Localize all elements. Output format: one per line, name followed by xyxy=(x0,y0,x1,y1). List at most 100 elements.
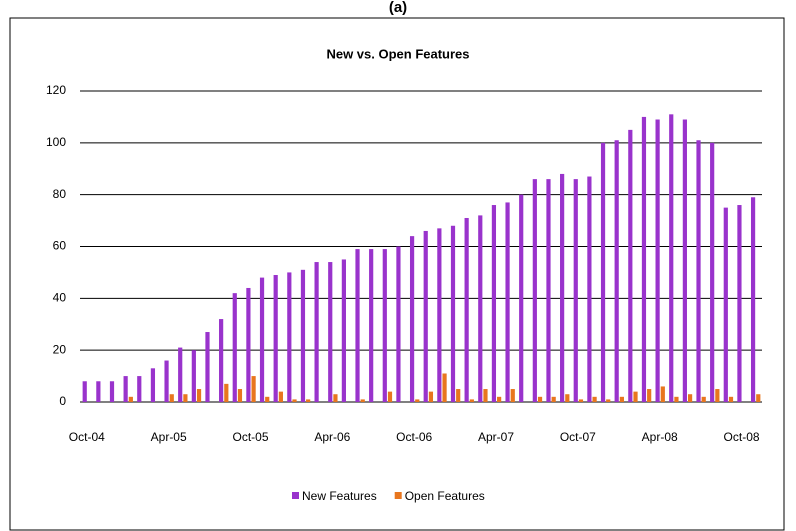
bar xyxy=(497,396,502,402)
bar xyxy=(341,259,346,402)
bar xyxy=(328,262,333,402)
bar xyxy=(150,368,156,402)
legend-swatch xyxy=(292,492,299,499)
bar xyxy=(669,114,674,402)
bar xyxy=(660,386,665,402)
bar xyxy=(641,116,647,403)
x-tick-label: Oct-06 xyxy=(396,430,432,444)
x-tick-label: Oct-08 xyxy=(724,430,760,444)
bar xyxy=(633,391,638,402)
bar xyxy=(546,179,551,402)
legend-label: New Features xyxy=(302,489,377,503)
bar xyxy=(387,391,393,402)
bar xyxy=(750,197,756,402)
bar xyxy=(333,394,338,402)
bar xyxy=(756,394,761,402)
bar xyxy=(205,332,210,402)
bar xyxy=(382,249,387,402)
bar xyxy=(565,394,570,402)
x-tick-label: Oct-04 xyxy=(69,430,105,444)
bar xyxy=(278,391,283,402)
bar xyxy=(259,277,265,402)
x-tick-label: Apr-06 xyxy=(314,430,350,444)
bar xyxy=(600,142,606,403)
bar xyxy=(578,399,584,402)
caption: (a) xyxy=(389,0,407,16)
y-tick-label: 60 xyxy=(53,239,67,253)
bar xyxy=(628,129,633,402)
legend-swatch xyxy=(394,492,402,499)
bar xyxy=(306,399,311,402)
bar xyxy=(314,262,319,402)
bar xyxy=(232,293,237,402)
bar xyxy=(246,287,251,402)
bar xyxy=(701,396,706,402)
bar xyxy=(710,142,715,403)
bar xyxy=(464,217,469,402)
x-tick-label: Oct-05 xyxy=(232,430,268,444)
y-tick-label: 0 xyxy=(59,394,66,408)
bar xyxy=(619,396,624,402)
bar xyxy=(191,350,196,402)
bar xyxy=(682,119,687,402)
bar xyxy=(450,225,456,402)
bar xyxy=(560,173,565,402)
bar xyxy=(287,272,292,402)
bar xyxy=(224,383,229,402)
bar xyxy=(251,376,256,402)
bar xyxy=(369,249,374,402)
bar xyxy=(510,389,515,402)
bar xyxy=(655,119,660,402)
bar xyxy=(728,396,734,402)
y-tick-label: 20 xyxy=(53,342,67,356)
bar xyxy=(551,396,556,402)
bar xyxy=(442,373,447,402)
bar xyxy=(164,360,169,402)
y-tick-label: 100 xyxy=(46,135,66,149)
bar xyxy=(469,399,474,402)
y-tick-label: 80 xyxy=(53,187,67,201)
y-tick-label: 120 xyxy=(46,83,66,97)
bar xyxy=(456,389,461,402)
bar xyxy=(396,246,401,402)
bar xyxy=(606,399,611,402)
bar xyxy=(587,176,592,402)
x-tick-label: Oct-07 xyxy=(560,430,596,444)
bar xyxy=(123,376,128,402)
bar xyxy=(737,205,742,402)
x-tick-label: Apr-07 xyxy=(478,430,514,444)
bar xyxy=(360,399,365,402)
bar xyxy=(292,399,297,402)
x-tick-label: Apr-08 xyxy=(642,430,678,444)
bar xyxy=(537,396,543,402)
bar xyxy=(169,394,174,402)
bar xyxy=(178,347,183,402)
bar xyxy=(196,389,202,402)
legend-label: Open Features xyxy=(405,489,485,503)
bar xyxy=(96,381,101,402)
bar xyxy=(265,396,270,402)
y-tick-label: 40 xyxy=(53,291,67,305)
bar xyxy=(82,381,87,402)
bar xyxy=(592,396,597,402)
bar xyxy=(647,389,652,402)
bar xyxy=(696,140,701,402)
bar xyxy=(423,230,428,402)
bar xyxy=(300,269,306,402)
bar xyxy=(409,236,415,402)
bar xyxy=(128,396,133,402)
bar xyxy=(478,215,483,402)
bar xyxy=(614,140,619,402)
bar xyxy=(687,394,693,402)
bar xyxy=(137,376,142,402)
bar xyxy=(674,396,679,402)
bar xyxy=(219,319,224,402)
bar xyxy=(183,394,188,402)
bar xyxy=(273,275,278,402)
bar xyxy=(505,202,510,402)
bar xyxy=(491,205,497,402)
x-tick-label: Apr-05 xyxy=(151,430,187,444)
bar xyxy=(109,381,115,402)
bar xyxy=(573,179,578,402)
